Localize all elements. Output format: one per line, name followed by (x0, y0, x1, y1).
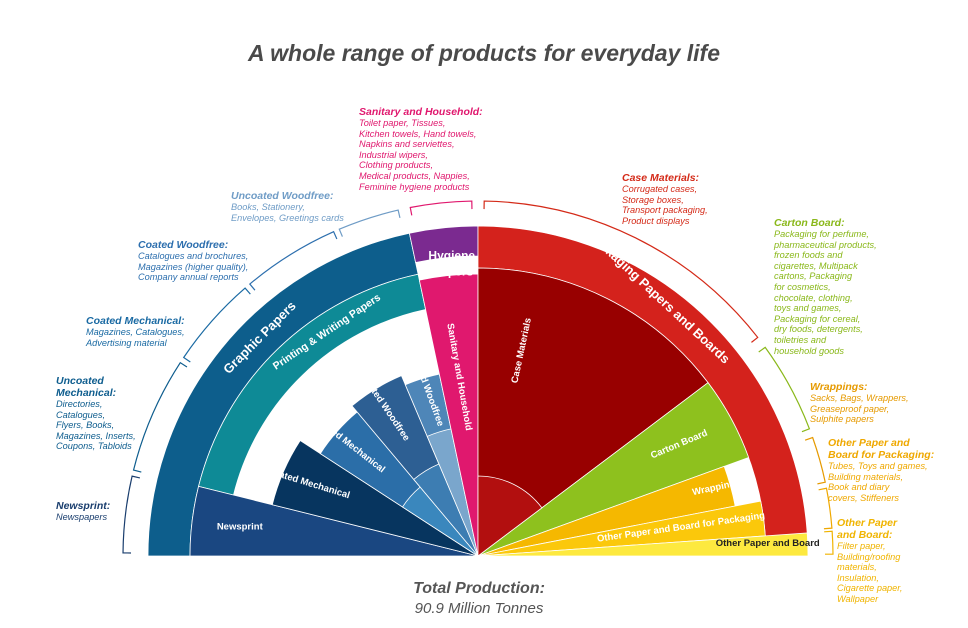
category-case-materials: Case Materials: Corrugated cases, Storag… (622, 172, 708, 226)
category-text: Tubes, Toys and games, Building material… (828, 461, 928, 503)
category-newsprint: Newsprint: Newspapers (56, 500, 110, 523)
category-uncoated-mechanical: Uncoated Mechanical: Directories, Catalo… (56, 375, 136, 452)
category-text: Sacks, Bags, Wrappers, Greaseproof paper… (810, 393, 909, 425)
uncoated-mechanical-bracket (132, 361, 188, 473)
category-text: Corrugated cases, Storage boxes, Transpo… (622, 184, 708, 226)
coated-woodfree-bracket (248, 230, 338, 291)
carton-board-bracket (758, 346, 811, 433)
other-paper-and-board-wedge (477, 532, 809, 557)
total-label: Total Production: (413, 580, 545, 597)
category-heading: Other Paper and Board: (837, 517, 898, 541)
category-heading: Sanitary and Household: (359, 106, 483, 118)
category-heading: Coated Woodfree: (138, 239, 229, 251)
category-heading: Uncoated Mechanical: (56, 375, 117, 399)
category-text: Packaging for perfume, pharmaceutical pr… (774, 229, 877, 356)
category-carton-board: Carton Board: Packaging for perfume, pha… (774, 217, 877, 356)
chart-title: A whole range of products for everyday l… (247, 40, 721, 66)
wrappings-bracket (804, 436, 826, 485)
category-uncoated-woodfree: Uncoated Woodfree: Books, Stationery, En… (231, 190, 344, 223)
category-heading: Case Materials: (622, 172, 700, 184)
category-heading: Coated Mechanical: (86, 315, 185, 327)
category-heading: Uncoated Woodfree: (231, 190, 334, 202)
coated-mechanical-bracket (182, 287, 251, 363)
category-heading: Other Paper and Board for Packaging: (828, 437, 935, 461)
other-board-bracket (824, 530, 834, 555)
hygiene-label-line2: Papers (433, 264, 473, 278)
other-board-label: Other Paper and Board (716, 538, 820, 549)
category-text: Newspapers (56, 512, 108, 522)
sanitary-bracket (409, 200, 473, 216)
category-wrappings: Wrappings: Sacks, Bags, Wrappers, Grease… (810, 381, 909, 425)
uncoated-woodfree-bracket (338, 209, 401, 237)
category-text: Catalogues and brochures, Magazines (hig… (138, 251, 249, 283)
category-other-packaging: Other Paper and Board for Packaging: Tub… (828, 437, 934, 503)
case-materials-bracket (483, 200, 759, 343)
total-value: 90.9 Million Tonnes (414, 600, 544, 617)
newsprint-label: Newsprint (217, 521, 264, 532)
category-text: Directories, Catalogues, Flyers, Books, … (56, 399, 136, 452)
case-materials-wedge (477, 267, 709, 557)
other-packaging-bracket (818, 487, 833, 530)
category-other-board: Other Paper and Board: Filter paper, Bui… (837, 517, 902, 605)
total-production: Total Production: 90.9 Million Tonnes (0, 580, 958, 617)
category-sanitary: Sanitary and Household: Toilet paper, Ti… (359, 106, 483, 192)
case-materials-inner (477, 475, 543, 557)
category-text: Books, Stationery, Envelopes, Greetings … (231, 202, 344, 223)
category-coated-mechanical: Coated Mechanical: Magazines, Catalogues… (86, 315, 185, 348)
category-heading: Wrappings: (810, 381, 868, 393)
category-heading: Carton Board: (774, 217, 845, 229)
category-text: Toilet paper, Tissues, Kitchen towels, H… (359, 118, 477, 192)
category-text: Filter paper, Building/roofing materials… (837, 541, 903, 604)
category-text: Magazines, Catalogues, Advertising mater… (86, 327, 185, 348)
category-heading: Newsprint: (56, 500, 111, 512)
newsprint-bracket (122, 475, 141, 554)
category-coated-woodfree: Coated Woodfree: Catalogues and brochure… (138, 239, 248, 283)
hygiene-label-line1: Hygiene (428, 248, 475, 262)
